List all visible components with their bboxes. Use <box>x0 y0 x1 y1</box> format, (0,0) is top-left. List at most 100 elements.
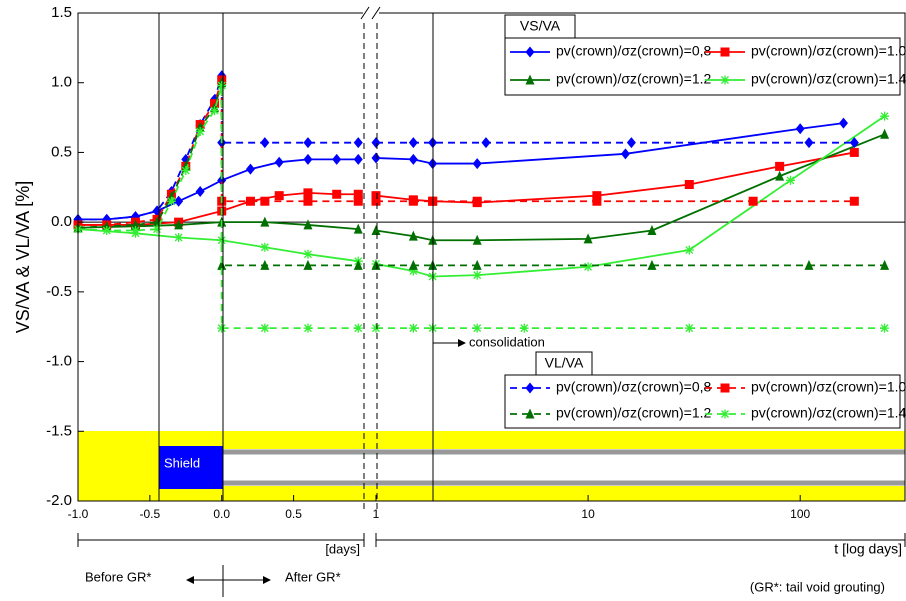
marker <box>786 176 795 185</box>
marker <box>481 137 490 148</box>
marker <box>372 225 381 235</box>
legend-label: pv(crown)/σz(crown)=1.4 <box>751 405 906 421</box>
marker <box>260 197 269 206</box>
chart: Shield consolidation VS/VA & VL/VA [%] [… <box>0 0 906 601</box>
marker <box>275 157 284 168</box>
y-tick-label: -1.5 <box>46 422 72 439</box>
marker <box>796 123 805 134</box>
break-gap <box>363 3 379 19</box>
legend-label: pv(crown)/σz(crown)=1.2 <box>556 71 712 87</box>
lining <box>223 449 905 486</box>
marker <box>880 112 889 121</box>
marker <box>372 137 381 148</box>
marker <box>372 324 381 333</box>
marker <box>473 158 482 169</box>
marker <box>721 48 730 57</box>
annotation: consolidation <box>469 334 545 349</box>
y-tick-label: 1.5 <box>51 4 72 21</box>
marker <box>627 137 636 148</box>
marker <box>839 118 848 129</box>
marker <box>102 226 111 235</box>
marker <box>303 188 312 197</box>
marker <box>880 324 889 333</box>
marker <box>721 384 730 393</box>
marker <box>196 127 205 136</box>
marker <box>217 324 226 333</box>
marker <box>685 246 694 255</box>
marker <box>409 154 418 165</box>
x-tick-label: -1.0 <box>68 507 89 521</box>
marker <box>372 153 381 164</box>
marker <box>473 324 482 333</box>
marker <box>354 154 363 165</box>
x-axis-label: [days] <box>325 541 360 556</box>
marker <box>196 186 205 197</box>
marker <box>584 262 593 271</box>
legend-label: pv(crown)/σz(crown)=0,8 <box>556 43 712 59</box>
marker <box>303 137 312 148</box>
legend-label: pv(crown)/σz(crown)=0,8 <box>556 379 712 395</box>
marker <box>685 324 694 333</box>
arrow-head <box>186 576 194 584</box>
series-line <box>78 229 358 261</box>
marker <box>520 324 529 333</box>
legend-label: pv(crown)/σz(crown)=1.0 <box>751 43 906 59</box>
marker <box>131 226 140 235</box>
annotation: (GR*: tail void grouting) <box>750 579 885 594</box>
marker <box>721 410 730 419</box>
legend-label: pv(crown)/σz(crown)=1.4 <box>751 71 906 87</box>
marker <box>685 180 694 189</box>
x-tick-label: 1 <box>373 507 380 521</box>
marker <box>409 324 418 333</box>
marker <box>260 243 269 252</box>
y-tick-label: 0.0 <box>51 213 72 230</box>
marker <box>880 129 889 139</box>
annotation: After GR* <box>285 569 341 584</box>
y-tick-label: -1.0 <box>46 353 72 370</box>
marker <box>850 148 859 157</box>
y-tick-label: -0.5 <box>46 283 72 300</box>
marker <box>181 166 190 175</box>
marker <box>303 250 312 259</box>
marker <box>354 324 363 333</box>
y-tick-label: 0.5 <box>51 143 72 160</box>
marker <box>303 324 312 333</box>
marker <box>246 164 255 175</box>
x-tick-label: 100 <box>790 507 810 521</box>
marker <box>354 197 363 206</box>
legend-label: pv(crown)/σz(crown)=1.2 <box>556 405 712 421</box>
x-tick-label: -0.5 <box>140 507 161 521</box>
marker <box>303 197 312 206</box>
marker <box>354 137 363 148</box>
marker <box>473 197 482 206</box>
marker <box>275 191 284 200</box>
marker <box>260 137 269 148</box>
marker <box>409 137 418 148</box>
marker <box>210 106 219 115</box>
marker <box>167 197 176 206</box>
shield-label: Shield <box>164 455 200 470</box>
x-axis-label: t [log days] <box>834 541 902 557</box>
series-line <box>376 134 885 240</box>
marker <box>621 148 630 159</box>
legend-title: VS/VA <box>520 18 561 34</box>
marker <box>217 81 226 90</box>
marker <box>804 137 813 148</box>
x-tick-label: 10 <box>581 507 595 521</box>
marker <box>721 76 730 85</box>
y-axis-label: VS/VA & VL/VA [%] <box>13 181 33 333</box>
annotation: Before GR* <box>85 569 151 584</box>
arrow-head <box>458 339 466 347</box>
marker <box>260 324 269 333</box>
x-tick-label: 0.0 <box>213 507 230 521</box>
marker <box>749 197 758 206</box>
marker <box>473 271 482 280</box>
marker <box>850 197 859 206</box>
marker <box>372 197 381 206</box>
arrow-head <box>263 576 271 584</box>
marker <box>332 154 341 165</box>
marker <box>303 154 312 165</box>
marker <box>592 197 601 206</box>
x-tick-label: 0.5 <box>285 507 302 521</box>
marker <box>153 225 162 234</box>
